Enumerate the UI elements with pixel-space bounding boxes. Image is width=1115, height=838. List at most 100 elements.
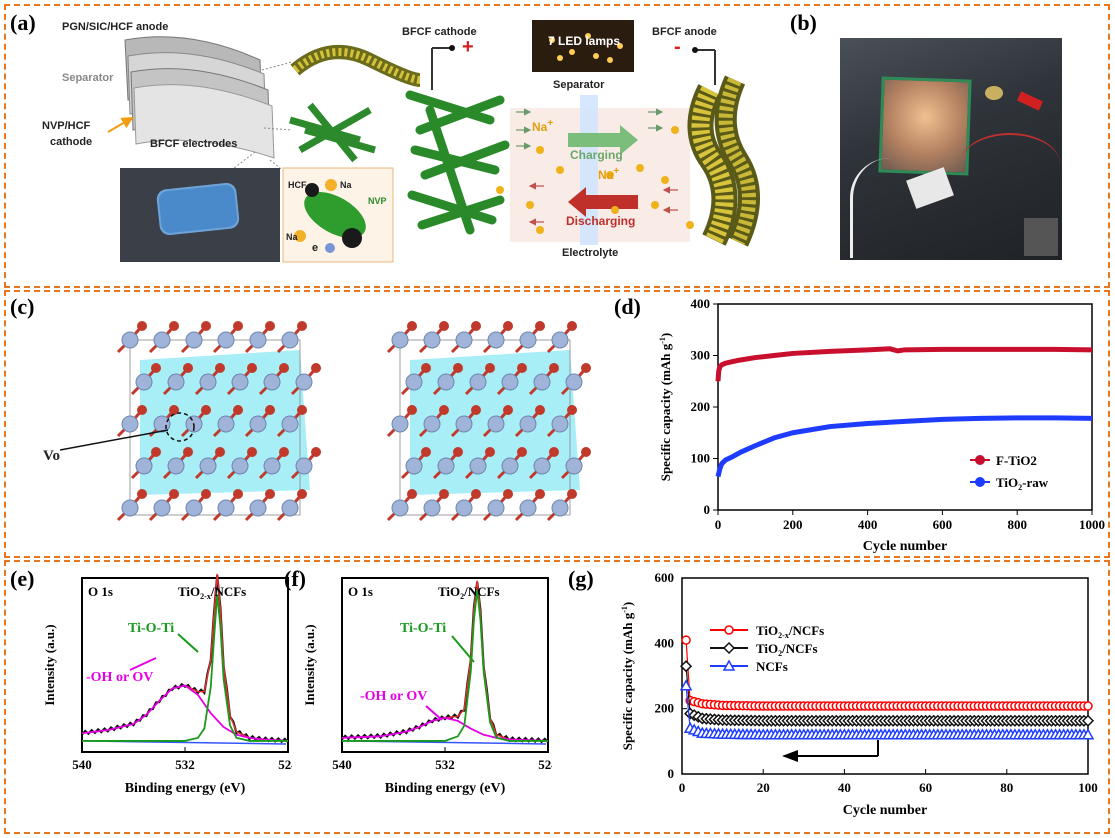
titanium-atom xyxy=(231,457,249,475)
xps-frame xyxy=(341,577,549,753)
panel-a-illustration xyxy=(107,20,760,263)
ylabel-main: Specific capacity (mAh g xyxy=(620,612,635,750)
titanium-atom xyxy=(533,457,551,475)
oxygen-atom xyxy=(485,363,495,373)
oxygen-atom xyxy=(471,489,481,499)
oxygen-atom xyxy=(137,405,147,415)
label-na-small: Na xyxy=(340,180,352,190)
titanium-atom xyxy=(519,415,537,433)
oxygen-atom xyxy=(311,447,321,457)
device-photo xyxy=(840,38,1062,260)
titanium-atom xyxy=(487,331,505,349)
xps-frame xyxy=(81,577,289,753)
label-nvp-cathode: NVP/HCF xyxy=(42,120,91,132)
titanium-atom xyxy=(167,373,185,391)
oxygen-atom xyxy=(567,489,577,499)
ylabel-sup: -1 xyxy=(658,337,667,344)
xps-xlabel: Binding energy (eV) xyxy=(125,781,246,796)
xps-xtick-label: 532 xyxy=(435,757,455,772)
xps-ti-o-ti-fit xyxy=(82,594,288,742)
panel-e-g-border xyxy=(4,560,1110,834)
chem-part: TiO xyxy=(756,623,778,638)
chart-g-xlabel: Cycle number xyxy=(843,803,927,818)
label-na-ion-2: Na+ xyxy=(598,166,620,182)
xps-xtick-label: 540 xyxy=(332,757,352,772)
chart-g-series-line-tio2-ncfs xyxy=(685,666,1088,722)
oxygen-atom xyxy=(503,489,513,499)
oxygen-atom xyxy=(233,489,243,499)
titanium-atom xyxy=(185,331,203,349)
oxygen-atom xyxy=(201,405,211,415)
ylabel-end: ) xyxy=(620,602,635,606)
xps-sample-label: TiO2-x/NCFs xyxy=(178,584,246,601)
chart-d-series-line-f-tio2 xyxy=(715,346,1093,382)
oxygen-atom xyxy=(233,321,243,331)
label-bfcf-electrodes: BFCF electrodes xyxy=(150,138,238,150)
chart-g-ytick-label: 600 xyxy=(655,570,675,585)
xps-xtick-label: 524 xyxy=(278,757,292,772)
chart-d-legend-label: F-TiO2 xyxy=(996,453,1037,468)
oxygen-atom xyxy=(517,363,527,373)
oxygen-atom xyxy=(151,447,161,457)
oxygen-atom xyxy=(567,321,577,331)
oxygen-atom xyxy=(247,363,257,373)
titanium-atom xyxy=(405,373,423,391)
oxygen-atom xyxy=(421,363,431,373)
oxygen-atom xyxy=(169,405,179,415)
panel-a-b-border xyxy=(4,4,1110,288)
chart-g-ytick-label: 200 xyxy=(655,701,675,716)
anode-fiber-stack xyxy=(687,75,760,247)
label-bfcf-cathode: BFCF cathode xyxy=(402,26,477,38)
chem-sub: 2 xyxy=(460,592,464,601)
xps-f-peak2-label: -OH or OV xyxy=(360,689,427,704)
ylabel-main: Specific capacity (mAh g xyxy=(658,343,673,481)
oxygen-atom xyxy=(581,447,591,457)
vo-pointer-line xyxy=(60,429,169,451)
titanium-atom xyxy=(437,373,455,391)
xps-e-peak2-arrow xyxy=(129,657,157,671)
oxygen-atom xyxy=(265,489,275,499)
chart-g-point-tio2-x-ncfs xyxy=(681,635,691,645)
oxygen-atom xyxy=(503,405,513,415)
titanium-atom xyxy=(391,499,409,517)
titanium-atom xyxy=(281,499,299,517)
titanium-atom xyxy=(199,373,217,391)
chem-part: TiO xyxy=(178,584,200,599)
label-separator-left: Separator xyxy=(62,72,114,84)
na-symbol-2: Na xyxy=(598,168,614,182)
chart-d-xtick-label: 400 xyxy=(858,517,878,532)
chart-g-frame xyxy=(681,577,1089,775)
chem-part: /NCFs xyxy=(463,584,499,599)
oxygen-atom xyxy=(137,489,147,499)
titanium-atom xyxy=(487,499,505,517)
titanium-atom xyxy=(487,415,505,433)
label-electrolyte: Electrolyte xyxy=(562,247,619,259)
label-led-lamps: 7 LED lamps xyxy=(548,34,621,48)
chart-g-legend-label: NCFs xyxy=(756,659,788,674)
oxygen-atom xyxy=(453,447,463,457)
chart-d-ytick-label: 200 xyxy=(691,399,711,414)
oxygen-atom xyxy=(169,321,179,331)
titanium-atom xyxy=(455,415,473,433)
oxygen-atom xyxy=(549,363,559,373)
chart-d-xtick-label: 200 xyxy=(783,517,803,532)
oxygen-atom xyxy=(265,405,275,415)
oxygen-atom xyxy=(183,363,193,373)
oxygen-atom xyxy=(151,363,161,373)
chart-g-ylabel: Specific capacity (mAh g-1) xyxy=(620,602,635,751)
chart-g-arrow-head xyxy=(782,750,798,762)
xps-xtick-label: 540 xyxy=(72,757,92,772)
red-clip xyxy=(1017,91,1043,111)
titanium-atom xyxy=(281,331,299,349)
chart-d-xtick-label: 0 xyxy=(715,517,722,532)
chart-g-xtick-label: 60 xyxy=(919,780,932,795)
oxygen-atom xyxy=(407,405,417,415)
oxygen-atom xyxy=(247,447,257,457)
titanium-atom xyxy=(551,415,569,433)
panel-a-label: (a) xyxy=(10,10,36,35)
oxygen-atom xyxy=(297,405,307,415)
ylabel-sup: -1 xyxy=(620,606,629,613)
xps-sample-label: TiO2/NCFs xyxy=(438,584,500,601)
titanium-atom xyxy=(121,415,139,433)
titanium-atom xyxy=(217,331,235,349)
